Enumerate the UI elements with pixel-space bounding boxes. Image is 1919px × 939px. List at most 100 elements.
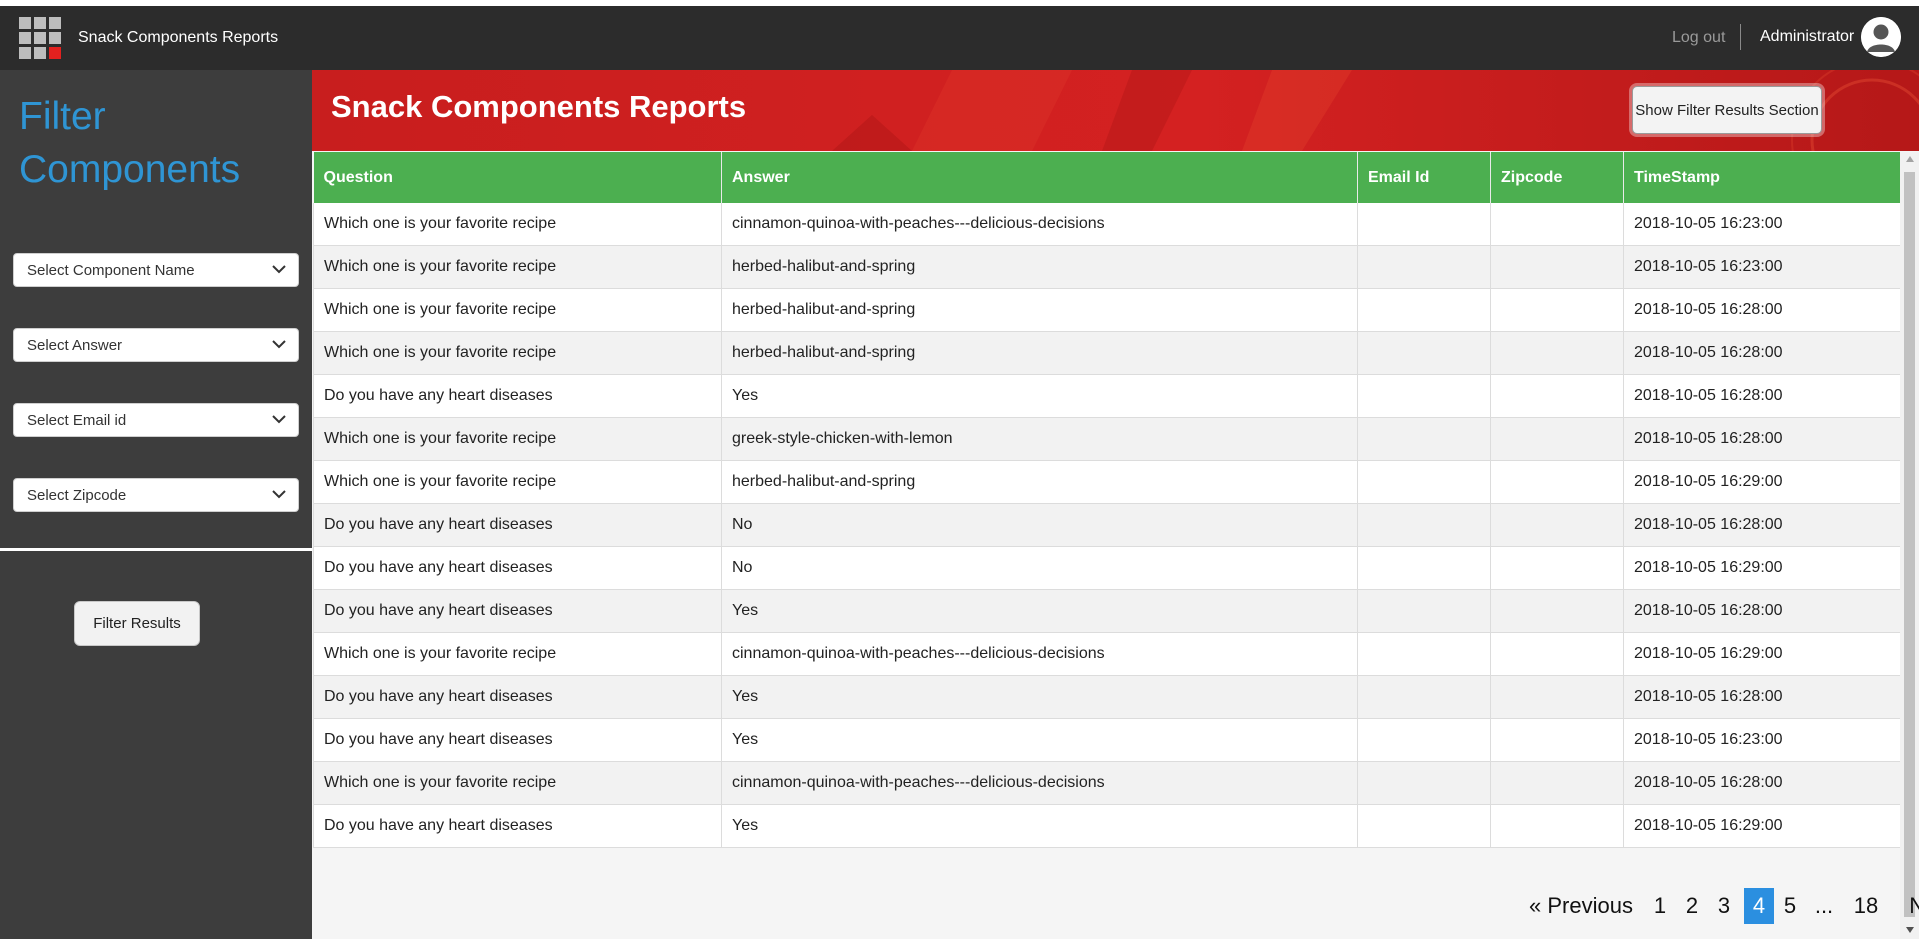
banner-decoration	[832, 70, 1919, 151]
table-row[interactable]: Which one is your favorite recipe herbed-…	[313, 331, 1901, 375]
cell-timestamp: 2018-10-05 16:28:00	[1623, 374, 1901, 418]
cell-answer: Yes	[721, 804, 1358, 848]
select-email-id[interactable]: Select Email id	[13, 403, 299, 437]
cell-question: Which one is your favorite recipe	[313, 245, 722, 289]
pagination-page-2[interactable]: 2	[1685, 893, 1699, 918]
table-row[interactable]: Do you have any heart diseases No 2018-10-…	[313, 503, 1901, 547]
pagination-next[interactable]: Next »	[1909, 893, 1919, 918]
table-row[interactable]: Which one is your favorite recipe cinnamo…	[313, 761, 1901, 805]
cell-timestamp: 2018-10-05 16:23:00	[1623, 245, 1901, 289]
logo-cell-accent	[49, 47, 61, 59]
cell-question: Do you have any heart diseases	[313, 503, 722, 547]
vertical-scrollbar[interactable]	[1900, 152, 1919, 939]
cell-email	[1357, 417, 1491, 461]
cell-answer: cinnamon-quinoa-with-peaches---delicious…	[721, 761, 1358, 805]
cell-zipcode	[1490, 331, 1624, 375]
cell-answer: Yes	[721, 675, 1358, 719]
scroll-down-arrow-icon[interactable]	[1906, 927, 1914, 933]
cell-zipcode	[1490, 460, 1624, 504]
select-email-id-label: Select Email id	[27, 412, 127, 429]
table-row[interactable]: Which one is your favorite recipe cinnamo…	[313, 203, 1901, 246]
cell-timestamp: 2018-10-05 16:23:00	[1623, 203, 1901, 246]
filter-results-button[interactable]: Filter Results	[74, 601, 200, 646]
table-row[interactable]: Which one is your favorite recipe greek-s…	[313, 417, 1901, 461]
table-row[interactable]: Which one is your favorite recipe herbed-…	[313, 288, 1901, 332]
cell-answer: Yes	[721, 589, 1358, 633]
cell-email	[1357, 374, 1491, 418]
cell-timestamp: 2018-10-05 16:29:00	[1623, 804, 1901, 848]
select-answer[interactable]: Select Answer	[13, 328, 299, 362]
cell-zipcode	[1490, 632, 1624, 676]
column-header-timestamp[interactable]: TimeStamp	[1623, 152, 1901, 203]
table-row[interactable]: Which one is your favorite recipe herbed-…	[313, 460, 1901, 504]
table-row[interactable]: Which one is your favorite recipe herbed-…	[313, 245, 1901, 289]
reports-table: Question Answer Email Id Zipcode TimeSta…	[313, 152, 1901, 848]
cell-answer: herbed-halibut-and-spring	[721, 460, 1358, 504]
logo-cell	[19, 32, 31, 44]
cell-zipcode	[1490, 374, 1624, 418]
cell-email	[1357, 761, 1491, 805]
filter-components-title: Filter Components	[19, 95, 241, 191]
cell-question: Which one is your favorite recipe	[313, 203, 722, 246]
logo-cell	[34, 47, 46, 59]
cell-email	[1357, 589, 1491, 633]
pagination-previous[interactable]: « Previous	[1529, 893, 1633, 918]
table-row[interactable]: Do you have any heart diseases Yes 2018-10…	[313, 804, 1901, 848]
cell-question: Do you have any heart diseases	[313, 589, 722, 633]
user-name[interactable]: Administrator	[1760, 28, 1855, 45]
cell-zipcode	[1490, 718, 1624, 762]
table-row[interactable]: Which one is your favorite recipe cinnamo…	[313, 632, 1901, 676]
logo-cell	[34, 32, 46, 44]
header-divider	[1740, 24, 1741, 50]
logout-link[interactable]: Log out	[1672, 29, 1726, 46]
cell-answer: herbed-halibut-and-spring	[721, 288, 1358, 332]
table-row[interactable]: Do you have any heart diseases Yes 2018-10…	[313, 589, 1901, 633]
logo-cell	[49, 17, 61, 29]
cell-answer: Yes	[721, 374, 1358, 418]
cell-question: Which one is your favorite recipe	[313, 331, 722, 375]
cell-email	[1357, 503, 1491, 547]
cell-question: Which one is your favorite recipe	[313, 460, 722, 504]
pagination-page-18[interactable]: 18	[1853, 893, 1879, 918]
table-row[interactable]: Do you have any heart diseases Yes 2018-10…	[313, 374, 1901, 418]
cell-email	[1357, 203, 1491, 246]
cell-timestamp: 2018-10-05 16:28:00	[1623, 503, 1901, 547]
scroll-up-arrow-icon[interactable]	[1906, 156, 1914, 162]
cell-timestamp: 2018-10-05 16:28:00	[1623, 761, 1901, 805]
cell-email	[1357, 804, 1491, 848]
cell-timestamp: 2018-10-05 16:29:00	[1623, 546, 1901, 590]
table-row[interactable]: Do you have any heart diseases Yes 2018-10…	[313, 718, 1901, 762]
select-component-name[interactable]: Select Component Name	[13, 253, 299, 287]
pagination-page-1[interactable]: 1	[1653, 893, 1667, 918]
column-header-zipcode[interactable]: Zipcode	[1490, 152, 1624, 203]
cell-answer: cinnamon-quinoa-with-peaches---delicious…	[721, 203, 1358, 246]
app-grid-logo-icon[interactable]	[19, 17, 61, 59]
cell-question: Which one is your favorite recipe	[313, 417, 722, 461]
cell-timestamp: 2018-10-05 16:23:00	[1623, 718, 1901, 762]
column-header-email-id[interactable]: Email Id	[1357, 152, 1491, 203]
cell-timestamp: 2018-10-05 16:28:00	[1623, 675, 1901, 719]
cell-timestamp: 2018-10-05 16:28:00	[1623, 589, 1901, 633]
show-filter-results-button[interactable]: Show Filter Results Section	[1632, 86, 1822, 134]
cell-timestamp: 2018-10-05 16:28:00	[1623, 331, 1901, 375]
select-zipcode-label: Select Zipcode	[27, 487, 127, 504]
cell-answer: cinnamon-quinoa-with-peaches---delicious…	[721, 632, 1358, 676]
table-body: Which one is your favorite recipe cinnamo…	[313, 203, 1901, 848]
pagination-page-5[interactable]: 5	[1783, 893, 1797, 918]
cell-zipcode	[1490, 203, 1624, 246]
pagination-page-3[interactable]: 3	[1717, 893, 1731, 918]
table-row[interactable]: Do you have any heart diseases No 2018-10-…	[313, 546, 1901, 590]
chevron-down-icon	[272, 490, 286, 499]
user-avatar-icon[interactable]	[1861, 17, 1901, 57]
cell-zipcode	[1490, 804, 1624, 848]
cell-zipcode	[1490, 675, 1624, 719]
column-header-answer[interactable]: Answer	[721, 152, 1358, 203]
scrollbar-thumb[interactable]	[1904, 172, 1915, 917]
logo-cell	[34, 17, 46, 29]
filter-sidebar: Filter Components Select Component Name …	[0, 70, 312, 939]
pagination-page-4-current[interactable]: 4	[1744, 888, 1774, 924]
main-content: Snack Components Reports Show Filter Res…	[312, 70, 1919, 939]
table-row[interactable]: Do you have any heart diseases Yes 2018-10…	[313, 675, 1901, 719]
select-zipcode[interactable]: Select Zipcode	[13, 478, 299, 512]
column-header-question[interactable]: Question	[313, 152, 722, 203]
